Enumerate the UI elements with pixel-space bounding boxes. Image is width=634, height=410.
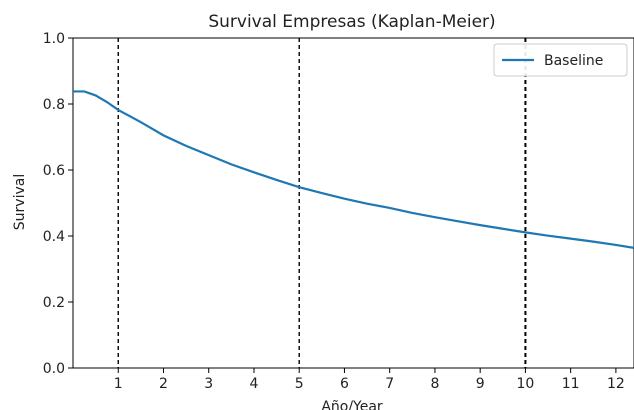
x-tick-label: 6	[340, 376, 349, 392]
x-tick-label: 7	[385, 376, 394, 392]
x-tick-label: 9	[476, 376, 485, 392]
x-tick-label: 2	[159, 376, 168, 392]
x-tick-label: 10	[517, 376, 535, 392]
series-line-baseline	[73, 90, 634, 249]
chart-title: Survival Empresas (Kaplan-Meier)	[208, 12, 495, 32]
legend-label: Baseline	[544, 53, 603, 69]
x-tick-label: 5	[295, 376, 304, 392]
x-tick-label: 3	[204, 376, 213, 392]
x-tick-label: 8	[430, 376, 439, 392]
x-axis-label: Año/Year	[321, 399, 383, 410]
y-tick-label: 0.4	[43, 229, 65, 245]
legend-box	[493, 43, 628, 77]
y-tick-label: 0.8	[43, 97, 65, 113]
y-tick-label: 0.2	[43, 295, 65, 311]
y-tick-label: 1.0	[43, 31, 65, 47]
x-tick-label: 12	[607, 376, 625, 392]
plot-area: 1 2 3 4 5 6 7 8 9 10 11 120.00.20.40.60.81.0Baselin…	[43, 31, 634, 392]
y-tick-label: 0.0	[43, 361, 65, 377]
x-tick-label: 1	[114, 376, 123, 392]
y-axis-label: Survival	[12, 174, 28, 230]
plot-frame	[72, 37, 634, 369]
y-tick-label: 0.6	[43, 163, 65, 179]
x-tick-label: 4	[250, 376, 259, 392]
x-tick-label: 11	[562, 376, 580, 392]
